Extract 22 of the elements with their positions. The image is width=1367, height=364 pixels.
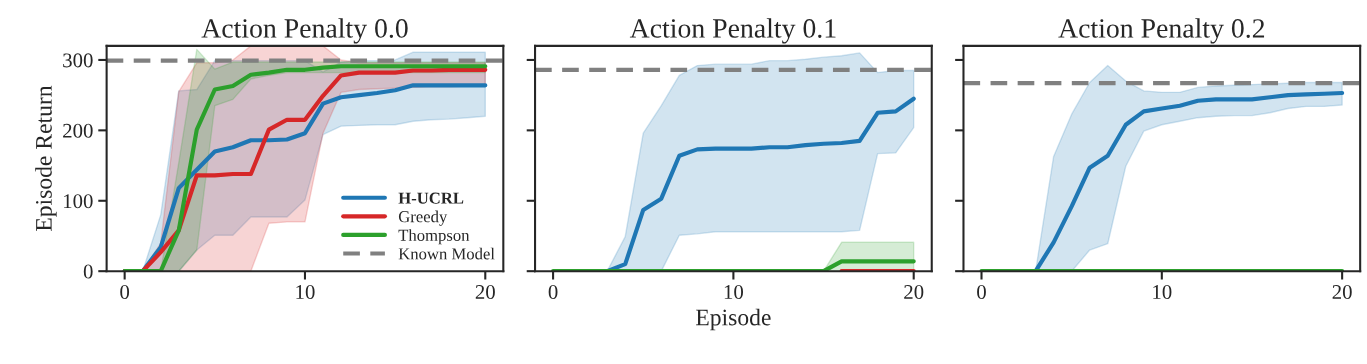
- chart-title: Action Penalty 0.0: [201, 18, 408, 44]
- x-tick-label: 20: [904, 284, 924, 300]
- y-axis-title: Episode Return: [35, 85, 57, 231]
- chart-title: Action Penalty 0.1: [629, 18, 836, 44]
- y-tick-label: 300: [63, 53, 93, 68]
- legend-label: Greedy: [398, 210, 448, 226]
- y-tick-label: 0: [83, 264, 93, 279]
- legend-label: Known Model: [398, 247, 495, 260]
- x-tick-label: 10: [724, 284, 744, 300]
- x-tick-label: 20: [475, 284, 495, 300]
- chart-title: Action Penalty 0.2: [1058, 18, 1265, 44]
- legend-label: Thompson: [398, 229, 470, 245]
- legend-label: H-UCRL: [398, 192, 464, 204]
- x-tick-label: 0: [548, 284, 558, 300]
- x-tick-label: 10: [1153, 284, 1172, 300]
- y-tick-label: 200: [63, 123, 93, 138]
- x-tick-label: 0: [120, 284, 130, 300]
- x-tick-label: 0: [977, 284, 986, 300]
- x-tick-label: 20: [1332, 284, 1352, 300]
- x-tick-label: 10: [296, 284, 315, 300]
- x-axis-title: Episode: [696, 308, 771, 331]
- y-tick-label: 100: [64, 194, 93, 209]
